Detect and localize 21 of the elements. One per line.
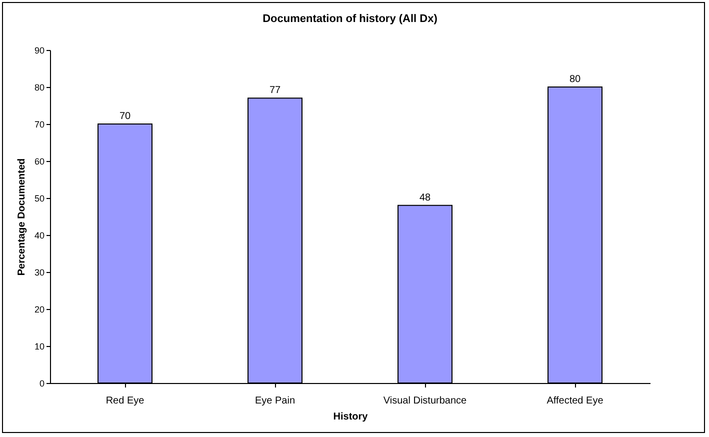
- y-tick-label: 10: [34, 342, 44, 352]
- data-label: 77: [269, 85, 281, 96]
- y-tick-label: 70: [34, 120, 44, 130]
- y-tick-label: 40: [34, 230, 44, 240]
- x-axis-title: History: [333, 412, 368, 422]
- data-label: 48: [419, 192, 431, 204]
- chart-title: Documentation of history (All Dx): [262, 13, 438, 25]
- y-tick-label: 50: [34, 194, 44, 204]
- x-tick-label: Affected Eye: [546, 396, 604, 406]
- data-label: 80: [569, 74, 581, 85]
- x-tick-label: Eye Pain: [254, 396, 296, 406]
- y-axis-title: Percentage Documented: [16, 158, 28, 276]
- y-tick-label: 90: [34, 46, 44, 56]
- x-tick-label: Red Eye: [106, 396, 145, 406]
- y-tick-label: 0: [39, 378, 44, 388]
- data-label: 70: [119, 111, 131, 122]
- y-tick-label: 80: [34, 82, 44, 92]
- y-tick-label: 20: [34, 304, 44, 314]
- x-tick-label: Visual Disturbance: [383, 396, 468, 406]
- y-tick-label: 30: [34, 268, 44, 278]
- y-tick-label: 60: [34, 156, 44, 166]
